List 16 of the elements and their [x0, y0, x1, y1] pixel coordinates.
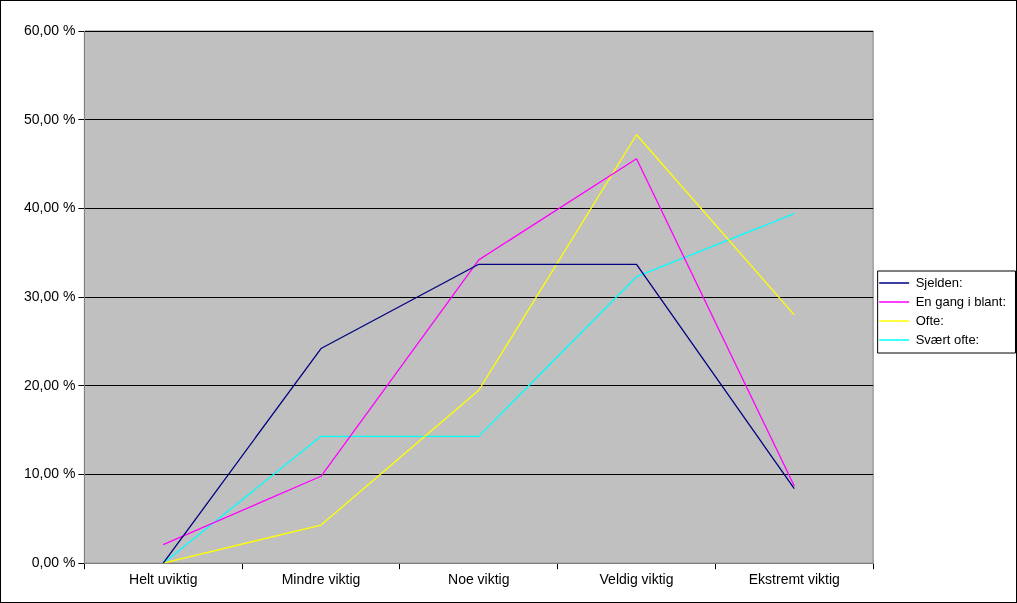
y-tick-label: 0,00 % [31, 554, 76, 571]
y-tick-label: 20,00 % [24, 376, 76, 393]
x-tick-label: Ekstremt viktig [748, 571, 840, 588]
legend-label: Ofte: [915, 312, 944, 328]
legend-label: Sjelden: [915, 274, 963, 290]
legend-label: En gang i blant: [915, 293, 1007, 309]
x-tick-label: Helt uviktig [129, 571, 198, 588]
x-tick-label: Veldig viktig [599, 571, 674, 588]
y-tick-label: 50,00 % [24, 110, 76, 127]
y-tick-label: 10,00 % [24, 465, 76, 482]
x-tick-label: Mindre viktig [281, 571, 361, 588]
x-tick-label: Noe viktig [448, 571, 510, 588]
y-tick-label: 40,00 % [24, 199, 76, 216]
y-tick-label: 30,00 % [24, 287, 76, 304]
y-tick-label: 60,00 % [24, 21, 76, 38]
legend-label: Svært ofte: [915, 331, 980, 347]
